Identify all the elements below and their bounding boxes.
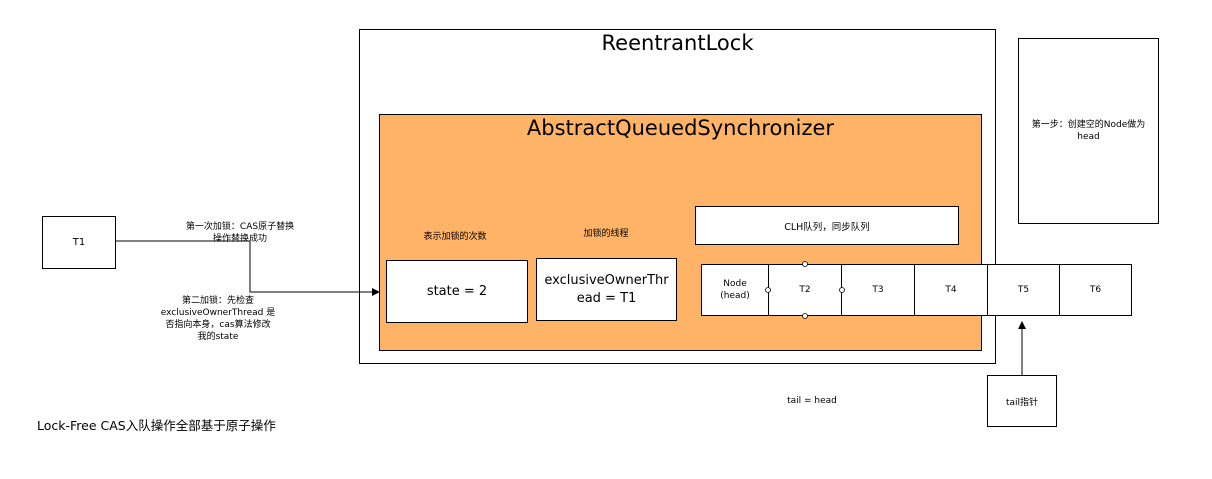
owner-caption: 加锁的线程 [583, 229, 629, 239]
queue-node-t3: T3 [841, 264, 915, 316]
queue-node-t6-label: T6 [1089, 285, 1102, 295]
tail-pointer-box: tail指针 [987, 375, 1057, 427]
owner-box: exclusiveOwnerThread = T1 [536, 258, 677, 321]
first-lock-label: 第一次加锁：CAS原子替换 操作替换成功 [170, 221, 310, 245]
clh-queue-label: CLH队列，同步队列 [784, 221, 870, 233]
queue-node-t3-label: T3 [872, 285, 884, 295]
second-lock-line3: 否指向本身，cas算法修改 [165, 320, 271, 330]
tail-pointer-label: tail指针 [1005, 397, 1039, 408]
queue-node-head: Node (head) [701, 264, 769, 316]
queue-node-t5: T5 [987, 264, 1060, 316]
aqs-title: AbstractQueuedSynchronizer [526, 116, 835, 140]
owner-value: exclusiveOwnerThread = T1 [544, 272, 669, 306]
tail-equals-head-label: tail = head [787, 396, 837, 406]
queue-node-head-line1: Node [723, 279, 747, 289]
queue-node-t2-label: T2 [799, 285, 811, 295]
reentrant-lock-title: ReentrantLock [601, 31, 754, 55]
thread-t1-label: T1 [72, 237, 86, 248]
queue-node-t6: T6 [1059, 264, 1132, 316]
handle-left-t2 [765, 287, 771, 293]
clh-queue-box: CLH队列，同步队列 [695, 206, 959, 245]
second-lock-label: 第二加锁：先检查 exclusiveOwnerThread 是 否指向本身，ca… [148, 295, 288, 343]
footer-text: Lock-Free CAS入队操作全部基于原子操作 [37, 418, 276, 433]
handle-bottom-t2 [802, 313, 808, 319]
thread-t1-box: T1 [42, 216, 116, 269]
note-text: 第一步：创建空的Node做为head [1031, 120, 1146, 142]
second-lock-line1: 第二加锁：先检查 [181, 296, 254, 306]
state-value: state = 2 [426, 284, 488, 299]
queue-node-head-line2: (head) [720, 291, 750, 301]
note-box: 第一步：创建空的Node做为head [1018, 38, 1159, 224]
t1-to-state-arrow [116, 240, 380, 296]
first-lock-line2: 操作替换成功 [212, 234, 267, 244]
handle-top-t2 [802, 261, 808, 267]
state-box: state = 2 [386, 260, 528, 323]
handle-right-t2 [839, 287, 845, 293]
state-caption: 表示加锁的次数 [423, 232, 487, 242]
second-lock-line2: exclusiveOwnerThread 是 [160, 308, 276, 318]
queue-node-t5-label: T5 [1017, 285, 1030, 295]
first-lock-line1: 第一次加锁：CAS原子替换 [185, 222, 295, 232]
queue-node-t4-label: T4 [945, 285, 957, 295]
second-lock-line4: 我的state [197, 332, 239, 342]
